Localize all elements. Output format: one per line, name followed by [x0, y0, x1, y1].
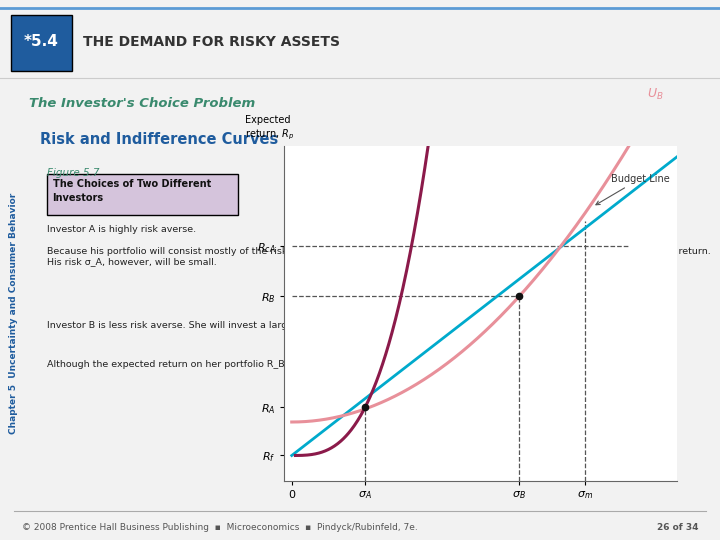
Text: The Choices of Two Different
Investors: The Choices of Two Different Investors	[53, 179, 211, 202]
FancyBboxPatch shape	[11, 15, 72, 71]
FancyBboxPatch shape	[47, 174, 238, 215]
Text: Risk and Indifference Curves: Risk and Indifference Curves	[40, 132, 278, 147]
Text: *5.4: *5.4	[24, 35, 58, 49]
Text: THE DEMAND FOR RISKY ASSETS: THE DEMAND FOR RISKY ASSETS	[83, 35, 340, 49]
Text: Figure 5.7: Figure 5.7	[47, 168, 99, 178]
Text: Although the expected return on her portfolio R_B will be larger, it will also b: Although the expected return on her port…	[47, 360, 452, 369]
Text: Because his portfolio will consist mostly of the risk-free asset, his expected r: Because his portfolio will consist mostl…	[47, 247, 711, 266]
Text: Chapter 5  Uncertainty and Consumer Behavior: Chapter 5 Uncertainty and Consumer Behav…	[9, 192, 18, 434]
Text: Investor A is highly risk averse.: Investor A is highly risk averse.	[47, 226, 196, 234]
Text: The Investor's Choice Problem: The Investor's Choice Problem	[29, 98, 255, 111]
Text: Budget Line: Budget Line	[596, 174, 670, 205]
Text: Investor B is less risk averse. She will invest a large fraction of her funds in: Investor B is less risk averse. She will…	[47, 321, 441, 330]
Text: © 2008 Prentice Hall Business Publishing  ▪  Microeconomics  ▪  Pindyck/Rubinfel: © 2008 Prentice Hall Business Publishing…	[22, 523, 418, 532]
Text: Expected
return, $R_p$: Expected return, $R_p$	[245, 115, 294, 143]
Text: 26 of 34: 26 of 34	[657, 523, 698, 532]
Text: $U_B$: $U_B$	[647, 87, 664, 102]
